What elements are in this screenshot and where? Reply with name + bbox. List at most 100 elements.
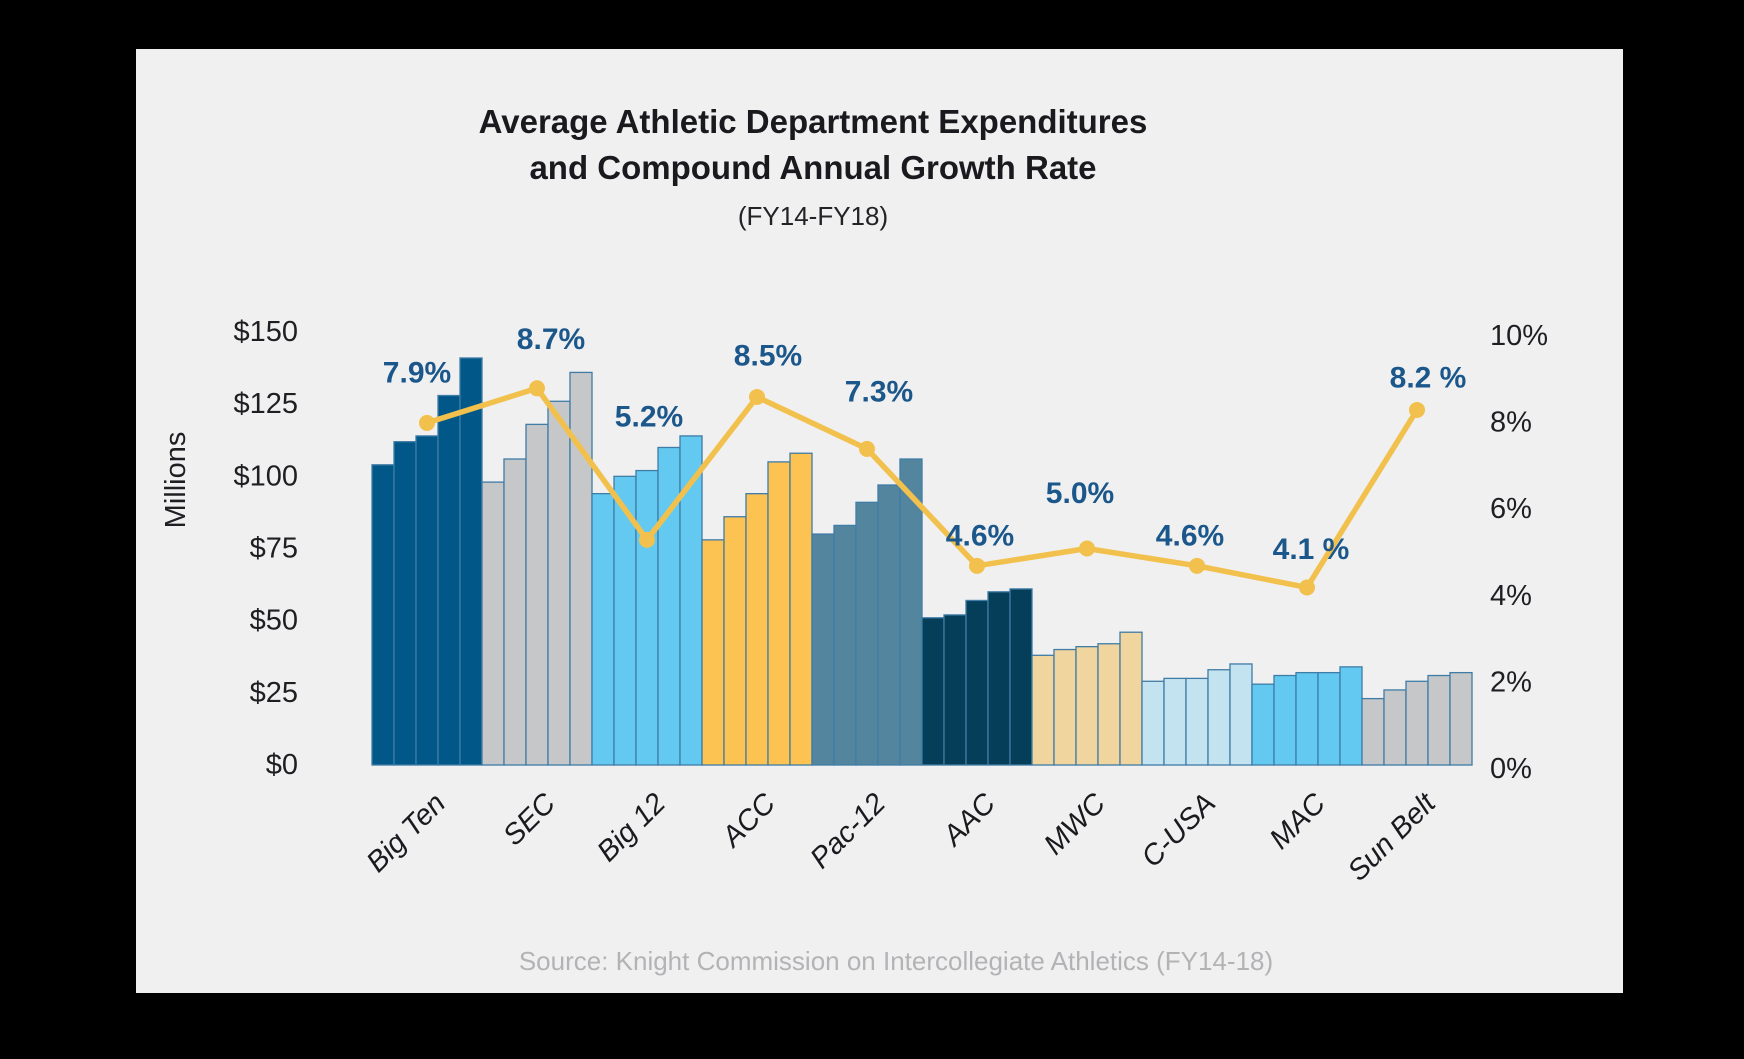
bar-sun-belt-fy16 — [1405, 680, 1429, 766]
left-axis-title: Millions — [160, 432, 192, 529]
source-attribution: Source: Knight Commission on Intercolleg… — [518, 946, 1274, 976]
bar-mwc-fy14 — [1031, 654, 1055, 766]
x-axis-label-sec: SEC — [497, 787, 563, 853]
bar-sec-fy15 — [503, 458, 527, 766]
x-axis-label-aac: AAC — [936, 787, 1003, 854]
cagr-marker-c-usa — [1189, 557, 1205, 574]
cagr-marker-mwc — [1079, 540, 1095, 557]
right-axis-tick-2-: 2% — [1490, 666, 1532, 698]
cagr-label-mwc: 5.0% — [1046, 477, 1114, 510]
bar-big-12-fy17 — [657, 446, 681, 766]
x-axis-label-big-12: Big 12 — [591, 787, 672, 868]
cagr-label-pac-12: 7.3% — [845, 375, 913, 408]
bar-c-usa-fy16 — [1185, 677, 1209, 766]
left-axis-tick--75: $75 — [250, 533, 298, 565]
cagr-marker-acc — [749, 388, 765, 405]
cagr-label-acc: 8.5% — [734, 339, 802, 372]
chart-title-block: Average Athletic Department Expenditures… — [136, 99, 1490, 232]
cagr-marker-mac — [1299, 579, 1315, 596]
x-axis-label-mac: MAC — [1264, 787, 1333, 856]
x-axis-label-sun-belt: Sun Belt — [1342, 786, 1444, 888]
cagr-label-big-12: 5.2% — [615, 400, 683, 433]
left-axis-tick--125: $125 — [233, 388, 298, 420]
bar-big-12-fy14 — [591, 493, 615, 766]
bar-c-usa-fy17 — [1207, 669, 1231, 766]
bar-aac-fy17 — [987, 591, 1011, 766]
bar-sun-belt-fy18 — [1449, 671, 1473, 766]
right-axis-tick-10-: 10% — [1490, 320, 1548, 352]
chart-title-line1: Average Athletic Department Expenditures — [478, 103, 1148, 140]
cagr-label-c-usa: 4.6% — [1156, 519, 1224, 552]
cagr-marker-pac-12 — [859, 440, 875, 457]
left-axis-tick--150: $150 — [233, 316, 298, 348]
cagr-marker-big-12 — [639, 531, 655, 548]
right-axis-tick-8-: 8% — [1490, 407, 1532, 439]
bar-pac-12-fy18 — [899, 458, 923, 766]
bar-mwc-fy16 — [1075, 645, 1099, 766]
cagr-marker-sec — [529, 380, 545, 397]
left-axis-tick--0: $0 — [266, 749, 298, 781]
bar-acc-fy15 — [723, 516, 747, 766]
bar-aac-fy15 — [943, 614, 967, 766]
bar-pac-12-fy17 — [877, 484, 901, 766]
x-axis-label-pac-12: Pac-12 — [804, 787, 892, 875]
x-axis-label-c-usa: C-USA — [1136, 787, 1222, 873]
bar-mac-fy16 — [1295, 671, 1319, 766]
cagr-marker-big-ten — [419, 414, 435, 431]
cagr-marker-sun-belt — [1409, 401, 1425, 418]
bar-mac-fy18 — [1339, 666, 1363, 766]
bar-aac-fy16 — [965, 599, 989, 766]
left-axis-tick--100: $100 — [233, 460, 298, 492]
bar-sun-belt-fy14 — [1361, 697, 1385, 766]
left-axis-tick--50: $50 — [250, 605, 298, 637]
bar-mwc-fy15 — [1053, 648, 1077, 766]
bar-aac-fy14 — [921, 617, 945, 766]
bar-sec-fy16 — [525, 423, 549, 766]
x-axis-label-mwc: MWC — [1038, 787, 1113, 862]
bar-c-usa-fy15 — [1163, 677, 1187, 766]
bar-c-usa-fy18 — [1229, 663, 1253, 766]
bar-sun-belt-fy17 — [1427, 674, 1451, 766]
bar-acc-fy16 — [745, 493, 769, 766]
cagr-label-sun-belt: 8.2 % — [1390, 361, 1467, 394]
bar-pac-12-fy16 — [855, 501, 879, 766]
cagr-label-sec: 8.7% — [517, 323, 585, 356]
cagr-label-mac: 4.1 % — [1273, 533, 1350, 566]
cagr-marker-aac — [969, 557, 985, 574]
bar-big-12-fy16 — [635, 469, 659, 766]
bar-sun-belt-fy15 — [1383, 689, 1407, 766]
right-axis-tick-6-: 6% — [1490, 493, 1532, 525]
bar-mac-fy15 — [1273, 674, 1297, 766]
chart-card: Average Athletic Department Expenditures… — [136, 49, 1623, 993]
bar-pac-12-fy14 — [811, 533, 835, 766]
bar-mac-fy14 — [1251, 683, 1275, 766]
cagr-line — [424, 385, 1420, 591]
x-axis-label-big-ten: Big Ten — [361, 787, 452, 878]
bar-acc-fy14 — [701, 539, 725, 766]
bar-c-usa-fy14 — [1141, 680, 1165, 766]
bar-mac-fy17 — [1317, 671, 1341, 766]
cagr-label-aac: 4.6% — [946, 519, 1014, 552]
bar-big-ten-fy16 — [415, 435, 439, 766]
bar-big-ten-fy18 — [459, 357, 483, 766]
x-axis-label-acc: ACC — [715, 787, 783, 855]
bar-acc-fy18 — [789, 452, 813, 766]
bar-aac-fy18 — [1009, 588, 1033, 766]
bar-sec-fy18 — [569, 371, 593, 766]
bar-big-ten-fy14 — [371, 464, 395, 766]
bar-pac-12-fy15 — [833, 524, 857, 766]
right-axis-tick-0-: 0% — [1490, 753, 1532, 785]
bar-big-ten-fy15 — [393, 441, 417, 766]
bar-sec-fy14 — [481, 481, 505, 766]
chart-title-line2: and Compound Annual Growth Rate — [529, 149, 1097, 186]
bar-mwc-fy18 — [1119, 631, 1143, 766]
bar-big-ten-fy17 — [437, 394, 461, 766]
bar-mwc-fy17 — [1097, 643, 1121, 766]
left-axis-tick--25: $25 — [250, 677, 298, 709]
chart-svg: $0 $25 $50 $75 $100 $125 $150 Millions 0% 2% 4% 6% 8… — [160, 316, 1548, 888]
bar-sec-fy17 — [547, 400, 571, 766]
bar-acc-fy17 — [767, 461, 791, 766]
right-axis-tick-4-: 4% — [1490, 580, 1532, 612]
chart-subtitle: (FY14-FY18) — [737, 201, 889, 231]
cagr-label-big-ten: 7.9% — [383, 356, 451, 389]
